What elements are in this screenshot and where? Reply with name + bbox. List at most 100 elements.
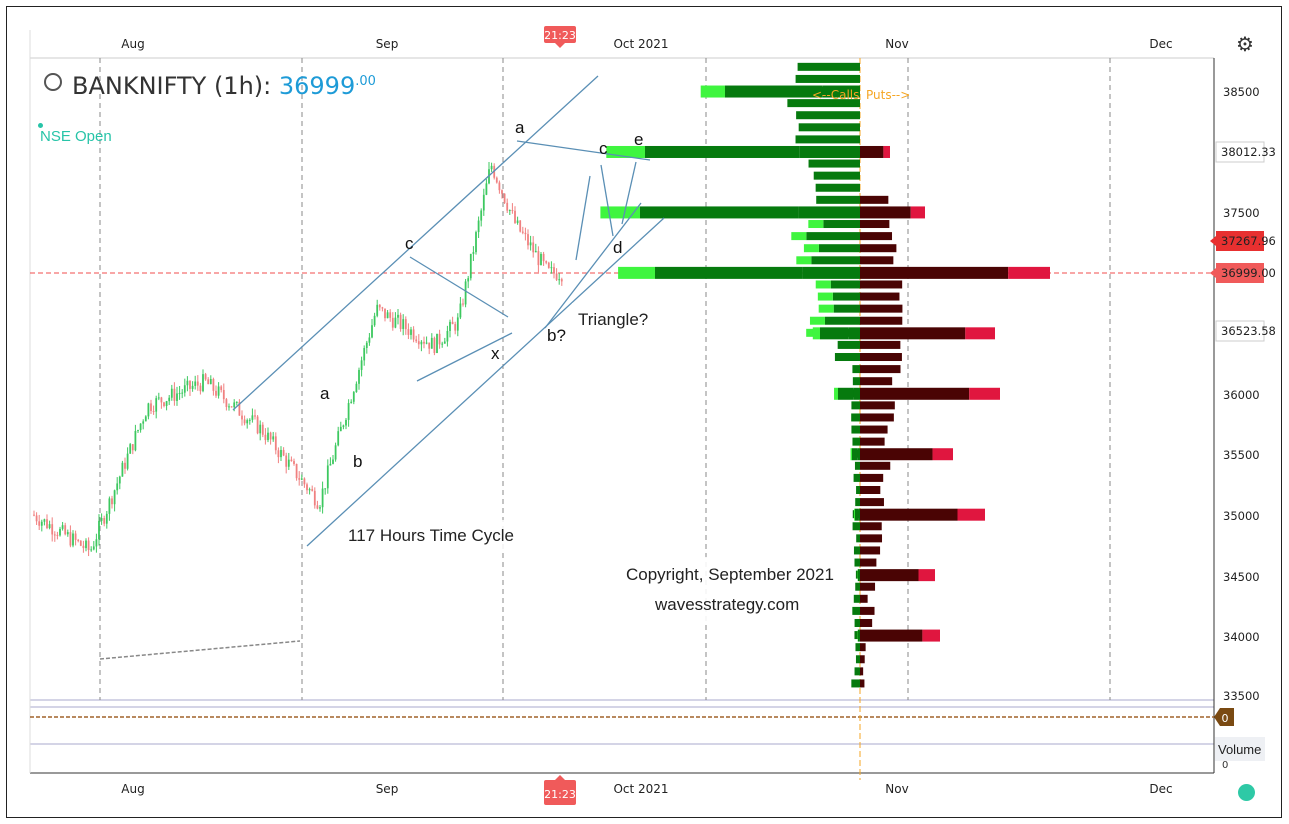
time-label-aug-bottom: Aug bbox=[121, 782, 144, 796]
puts-minor-bar bbox=[860, 353, 902, 362]
calls-strike-bar-light bbox=[618, 266, 655, 279]
calls-strike-bar-light bbox=[850, 448, 852, 461]
candle-body bbox=[248, 419, 251, 421]
copyright-text: Copyright, September 2021 bbox=[626, 565, 834, 584]
search-icon[interactable] bbox=[44, 73, 62, 91]
candle-body bbox=[469, 253, 472, 279]
puts-minor-bar bbox=[860, 292, 900, 301]
calls-strike-bar bbox=[655, 266, 803, 279]
calls-minor-bar bbox=[796, 111, 860, 120]
candle-body bbox=[467, 278, 470, 282]
wave-labels: a b c x a b? c d e bbox=[320, 118, 643, 471]
candle-body bbox=[43, 519, 46, 522]
candle-body bbox=[415, 339, 418, 342]
candle-body bbox=[545, 261, 548, 263]
price-axis[interactable]: 38500 38012.33 37500 37267.96 36999.00 3… bbox=[1210, 85, 1276, 703]
candle-body bbox=[105, 513, 108, 524]
candle-body bbox=[155, 398, 158, 412]
puts-strike-bar bbox=[860, 327, 966, 340]
candle-body bbox=[540, 253, 542, 266]
volume-label-box[interactable]: Volume bbox=[1215, 737, 1265, 761]
candle-body bbox=[69, 532, 72, 546]
calls-minor-bar bbox=[806, 232, 860, 241]
puts-strike-bar bbox=[860, 508, 958, 521]
candle-body bbox=[410, 329, 412, 335]
puts-minor-bar bbox=[860, 522, 882, 531]
calls-strike-bar-inner bbox=[799, 145, 860, 158]
price-tick-38500: 38500 bbox=[1223, 85, 1260, 99]
candle-body bbox=[186, 380, 189, 386]
candle-body bbox=[103, 518, 106, 524]
calls-strike-bar-inner bbox=[798, 206, 860, 219]
candle-body bbox=[139, 423, 142, 431]
candle-body bbox=[35, 515, 38, 522]
candle-body bbox=[501, 190, 503, 194]
candle-body bbox=[358, 369, 360, 384]
wave-label-b-second: b? bbox=[547, 326, 566, 345]
candle-body bbox=[482, 194, 485, 211]
candle-body bbox=[142, 421, 145, 424]
candle-body bbox=[160, 397, 163, 403]
candle-body bbox=[209, 378, 212, 385]
candle-body bbox=[59, 528, 61, 536]
candle-body bbox=[92, 546, 95, 550]
candle-body bbox=[233, 402, 236, 408]
calls-strike-bar bbox=[820, 327, 849, 340]
candle-body bbox=[391, 317, 394, 328]
puts-strike-bar bbox=[860, 629, 923, 642]
candle-body bbox=[157, 397, 160, 399]
price-tick-36000: 36000 bbox=[1223, 388, 1260, 402]
puts-minor-bar bbox=[860, 594, 868, 603]
candle-body bbox=[131, 444, 134, 451]
time-label-oct: Oct 2021 bbox=[613, 37, 668, 51]
price-tick-35000: 35000 bbox=[1223, 509, 1260, 523]
puts-minor-bar bbox=[860, 195, 889, 204]
calls-minor-bar bbox=[795, 135, 860, 144]
symbol-title[interactable]: BANKNIFTY (1h): 36999.00 bbox=[44, 72, 376, 100]
candle-body bbox=[168, 397, 171, 402]
candle-body bbox=[251, 415, 254, 420]
puts-minor-bar bbox=[860, 365, 901, 374]
puts-strike-bar-light bbox=[965, 327, 995, 340]
calls-minor-bar bbox=[851, 679, 860, 688]
candle-body bbox=[53, 534, 56, 536]
candle-body bbox=[337, 431, 340, 446]
calls-minor-bar-light bbox=[818, 304, 834, 313]
gear-icon[interactable]: ⚙ bbox=[1236, 34, 1254, 56]
puts-strike-bar bbox=[860, 569, 919, 582]
puts-minor-bar bbox=[860, 340, 901, 349]
calls-strike-bar bbox=[858, 629, 860, 642]
price-tick-36999: 36999.00 bbox=[1221, 266, 1276, 280]
candle-body bbox=[121, 462, 124, 477]
candle-body bbox=[90, 549, 93, 551]
puts-strike-bar-light bbox=[918, 569, 935, 582]
candle-body bbox=[246, 420, 249, 424]
candle-body bbox=[477, 220, 480, 233]
candle-body bbox=[215, 390, 217, 396]
candle-body bbox=[527, 234, 529, 246]
candle-body bbox=[490, 165, 493, 170]
candle-body bbox=[118, 476, 121, 484]
candle-body bbox=[503, 193, 506, 203]
time-axis-top[interactable]: Aug Sep Oct 2021 Nov Dec bbox=[121, 37, 1172, 51]
candle-body bbox=[217, 386, 220, 396]
candle-body bbox=[207, 379, 210, 385]
calls-minor-bar bbox=[852, 437, 860, 446]
puts-strike-bar-light bbox=[1008, 266, 1050, 279]
candle-body bbox=[137, 430, 139, 432]
calls-minor-bar-light bbox=[815, 280, 831, 289]
candle-body bbox=[173, 388, 176, 401]
calls-strike-bar-inner bbox=[853, 387, 860, 400]
time-label-nov: Nov bbox=[885, 37, 908, 51]
candle-body bbox=[550, 267, 553, 269]
puts-strike-bar bbox=[860, 387, 970, 400]
calls-strike-bar-light bbox=[600, 206, 640, 219]
puts-strike-bar bbox=[860, 145, 884, 158]
candle-body bbox=[456, 317, 459, 331]
time-axis-bottom[interactable]: Aug Sep Oct 2021 Nov Dec bbox=[121, 782, 1172, 796]
puts-minor-bar bbox=[860, 667, 864, 676]
candle-body bbox=[316, 505, 319, 509]
svg-text:21:23: 21:23 bbox=[544, 788, 576, 801]
circle-button[interactable] bbox=[1238, 784, 1255, 801]
